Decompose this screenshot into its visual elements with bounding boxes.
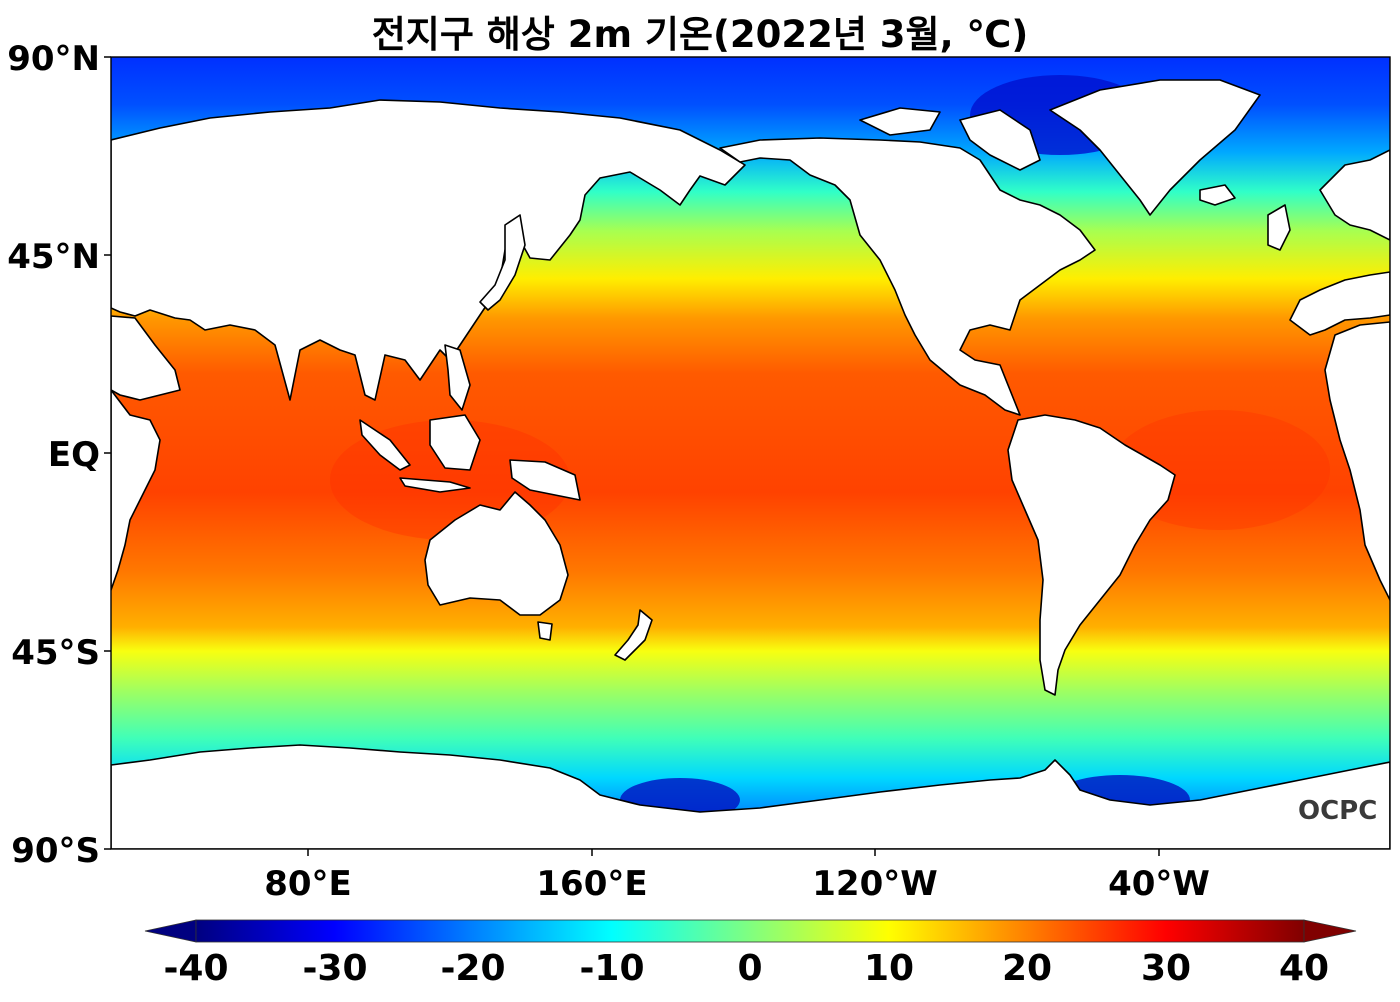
land-masses <box>111 79 1390 849</box>
land-iceland <box>1199 184 1236 206</box>
land-arabia <box>111 315 181 401</box>
colorbar-tick-label: -20 <box>440 948 506 989</box>
lon-label-120w: 120°W <box>812 864 938 904</box>
land-new-guinea <box>509 459 581 501</box>
colorbar-tick-label: -40 <box>163 948 229 989</box>
land-greenland <box>1049 79 1261 216</box>
colorbar <box>144 919 1357 943</box>
land-africa-west <box>1324 321 1390 601</box>
lat-label-eq: EQ <box>47 435 100 475</box>
land-borneo <box>429 414 481 471</box>
land-philippines <box>444 344 471 411</box>
page-title: 전지구 해상 2m 기온(2022년 3월, ℃) <box>371 13 1029 56</box>
colorbar-gradient <box>195 919 1305 943</box>
ocpc-logo: OCPC <box>1298 796 1378 826</box>
lat-label-90s: 90°S <box>11 831 100 871</box>
colorbar-tick-label: 30 <box>1140 948 1192 989</box>
colorbar-extend-high <box>1303 919 1357 943</box>
land-scandinavia <box>1319 149 1390 241</box>
land-british-isles <box>1267 204 1291 251</box>
land-arctic-islands <box>859 107 941 136</box>
axis-ticks <box>104 56 1160 856</box>
lon-label-80e: 80°E <box>264 864 352 904</box>
lon-label-40w: 40°W <box>1108 864 1210 904</box>
lat-label-90n: 90°N <box>7 39 100 79</box>
land-new-zealand <box>614 609 653 661</box>
land-africa-east <box>111 389 161 591</box>
colorbar-tick-label: 10 <box>863 948 915 989</box>
land-north-america <box>719 137 1096 416</box>
land-sumatra <box>359 419 411 471</box>
colorbar-tick-label: -30 <box>302 948 368 989</box>
colorbar-extend-low <box>144 919 197 943</box>
lon-label-160e: 160°E <box>536 864 648 904</box>
land-baffin <box>959 109 1041 171</box>
land-java <box>399 477 471 493</box>
land-south-america <box>1007 414 1176 696</box>
colorbar-tick-label: 0 <box>737 948 763 989</box>
land-australia <box>424 491 569 616</box>
lat-label-45s: 45°S <box>11 633 100 673</box>
colorbar-tick-label: -10 <box>579 948 645 989</box>
land-japan <box>479 214 526 311</box>
land-europe <box>1289 271 1390 336</box>
land-tasmania <box>537 621 553 641</box>
colorbar-tick-label: 40 <box>1278 948 1330 989</box>
colorbar-tick-label: 20 <box>1001 948 1053 989</box>
land-antarctica <box>111 744 1390 849</box>
lat-label-45n: 45°N <box>7 237 100 277</box>
